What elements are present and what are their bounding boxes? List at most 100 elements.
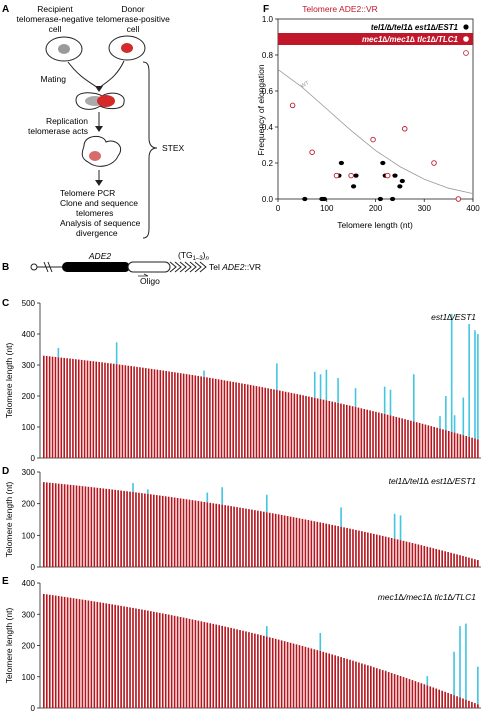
telomere-bar xyxy=(444,551,446,567)
telomere-bar xyxy=(454,433,456,458)
telomere-bar xyxy=(114,490,116,567)
telomere-bar xyxy=(224,380,226,458)
panel-a: A Recipient telomerase-negative cell Don… xyxy=(2,4,185,238)
telomere-bar xyxy=(125,365,127,458)
extension-bar xyxy=(477,334,479,439)
telomere-bar xyxy=(141,610,143,708)
telomere-bar xyxy=(311,648,313,708)
telomere-bar xyxy=(127,366,129,458)
telomere-bar xyxy=(99,602,101,708)
telomere-bar xyxy=(82,600,84,708)
telomere-bar xyxy=(90,361,92,458)
telomere-bar xyxy=(299,645,301,708)
telomere-bar xyxy=(474,439,476,458)
telomere-bar xyxy=(49,595,51,708)
chart-d-label: tel1∆/tel1∆ est1∆/EST1 xyxy=(389,476,477,486)
extension-bar xyxy=(221,487,223,504)
donor-nucleus-icon xyxy=(121,43,133,53)
telomere-bar xyxy=(349,660,351,708)
telomere-bar xyxy=(110,363,112,458)
repeat-label: (TG1–3)n xyxy=(178,250,210,262)
chart-f-frame xyxy=(278,19,473,199)
extension-bar xyxy=(459,626,461,697)
telomere-bar xyxy=(346,659,348,708)
telomere-bar xyxy=(412,543,414,567)
telomere-bar xyxy=(72,359,74,458)
telomere-bar xyxy=(432,548,434,567)
centromere-icon xyxy=(31,264,37,270)
telomere-bar xyxy=(412,680,414,708)
telomere-bar xyxy=(141,493,143,567)
telomere-bar xyxy=(58,596,60,708)
extension-bar xyxy=(413,374,415,421)
telomere-bar xyxy=(331,402,333,458)
data-point-filled xyxy=(380,161,385,165)
telomere-bar xyxy=(422,424,424,458)
telomere-bar xyxy=(273,389,275,458)
extension-bar xyxy=(385,671,387,672)
telomere-bar xyxy=(215,379,217,458)
telomere-bar xyxy=(132,608,134,708)
telomere-bar xyxy=(162,496,164,567)
telomere-bar xyxy=(183,618,185,708)
telomere-bar xyxy=(445,430,447,458)
telomere-bar xyxy=(154,369,156,458)
x-tick-label: 400 xyxy=(466,204,480,213)
telomere-bar xyxy=(314,521,316,567)
telomere-bar xyxy=(373,667,375,708)
mating-label: Mating xyxy=(40,74,66,84)
telomere-bar xyxy=(132,492,134,567)
y-tick-label: 200 xyxy=(22,500,36,509)
telomere-bar xyxy=(147,494,149,567)
recipient-nucleus-icon xyxy=(58,44,70,54)
telomere-bar xyxy=(302,646,304,708)
telomere-bar xyxy=(314,398,316,458)
telomere-bar xyxy=(218,625,220,708)
pcr-label-4: Analysis of sequence xyxy=(60,218,141,228)
telomere-bar xyxy=(450,694,452,708)
chart-f-ylabel: Frequency of elongation xyxy=(256,64,266,155)
telomere-bar xyxy=(116,364,118,458)
telomere-bar xyxy=(221,380,223,458)
telomere-bar xyxy=(107,363,109,458)
y-tick-label: 400 xyxy=(22,330,36,339)
telomere-bar xyxy=(296,518,298,567)
extension-bar xyxy=(384,387,386,414)
telomere-bar xyxy=(468,437,470,458)
telomere-bar xyxy=(200,376,202,458)
donor-label-3: cell xyxy=(127,24,140,34)
telomere-bar xyxy=(281,515,283,567)
telomere-bar xyxy=(426,685,428,708)
recipient-label-2: telomerase-negative xyxy=(16,14,93,24)
telomere-bar xyxy=(401,418,403,458)
extension-bar xyxy=(463,398,465,436)
telomere-bar xyxy=(76,599,78,708)
telomere-bar xyxy=(142,368,144,458)
data-point-filled xyxy=(390,197,395,201)
telomere-bar xyxy=(104,363,106,458)
telomere-bar xyxy=(334,402,336,458)
data-point-open xyxy=(349,173,354,178)
telomere-bar xyxy=(183,499,185,567)
telomere-bar xyxy=(361,663,363,708)
telomere-bar xyxy=(171,615,173,708)
telomere-bar xyxy=(421,545,423,567)
telomere-bar xyxy=(471,558,473,567)
telomere-bar xyxy=(197,376,199,458)
telomere-bar xyxy=(457,433,459,458)
y-tick-label: 0 xyxy=(31,704,36,713)
data-point-filled xyxy=(302,197,307,201)
telomere-bar xyxy=(379,669,381,708)
telomere-bar xyxy=(78,360,80,458)
extension-bar xyxy=(390,390,392,416)
telomere-bar xyxy=(459,555,461,567)
data-point-filled xyxy=(397,184,402,188)
telomere-bar xyxy=(168,371,170,458)
telomere-bar xyxy=(299,518,301,567)
data-point-open xyxy=(432,161,437,166)
telomere-bar xyxy=(404,419,406,458)
telomere-bar xyxy=(88,487,90,567)
